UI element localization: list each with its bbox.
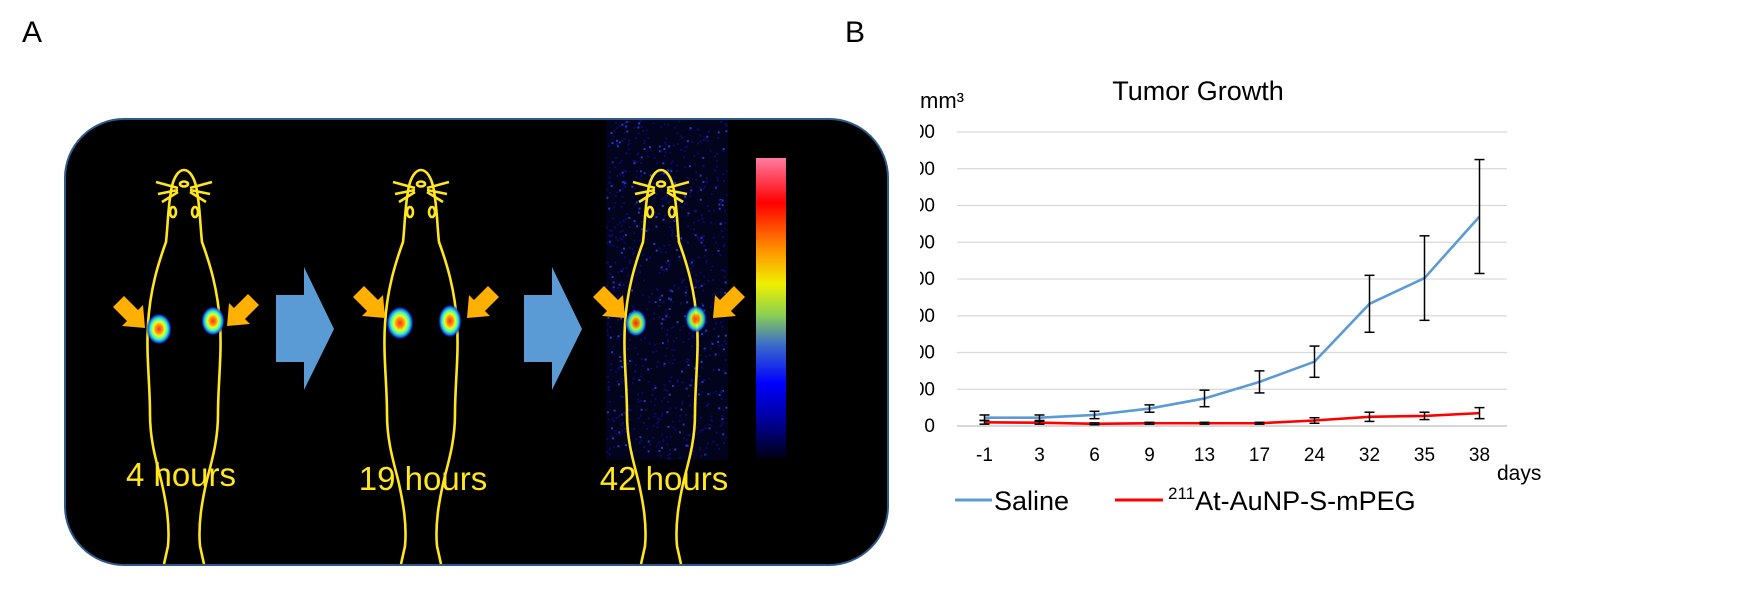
color-scale-bar [756,158,786,458]
tumor-signal-right-19h [438,304,462,338]
legend-label-at-aunp: 211At-AuNP-S-mPEG [1168,484,1416,516]
y-tick-label: 0 [924,416,935,437]
imaging-svg: 4 hours 19 hours 42 hours [113,120,786,564]
x-tick-label: 3 [1034,445,1045,466]
legend-superscript: 211 [1168,484,1195,503]
time-label-4h: 4 hours [126,456,236,493]
time-label-42h: 42 hours [600,460,728,497]
noise-pixels [606,120,728,460]
panel-b-letter: B [845,16,866,49]
y-tick-label: 8000 [920,269,935,290]
chart-title: Tumor Growth [1112,80,1284,106]
y-tick-label: 12000 [920,196,935,217]
transition-arrow-icon [524,267,582,390]
rat-outline-19h [383,168,459,564]
y-tick-labels: 0 2000 4000 6000 8000 10000 12000 14000 16000 [920,122,935,437]
pointer-arrow-icon [113,296,145,328]
pointer-arrow-icon [227,294,259,326]
tumor-signal-right-4h [201,306,225,336]
x-tick-label: 35 [1414,445,1435,466]
y-tick-label: 4000 [920,343,935,364]
legend-main-text: At-AuNP-S-mPEG [1195,486,1416,516]
x-tick-label: 38 [1469,445,1490,466]
series-line-0 [984,215,1481,420]
rat-outline-4h [146,168,222,564]
imaging-panel: 4 hours 19 hours 42 hours [64,118,889,566]
x-tick-label: 24 [1304,445,1326,466]
y-tick-label: 6000 [920,306,935,327]
transition-arrow-icon [276,267,334,390]
x-axis-label: days [1497,462,1541,485]
pointer-arrow-icon [467,286,499,318]
legend-label-saline: Saline [994,486,1069,516]
x-tick-label: 13 [1194,445,1215,466]
y-axis-unit: mm³ [920,88,964,113]
tumor-signal-left-19h [386,306,414,340]
panel-a-letter: A [22,16,43,49]
tumor-signal-left-4h [146,313,172,345]
pointer-arrow-icon [353,286,385,318]
series-lines [979,158,1485,426]
time-label-19h: 19 hours [359,460,487,497]
series-line-1 [984,411,1480,426]
x-tick-label: -1 [976,445,993,466]
y-tick-label: 2000 [920,379,935,400]
y-tick-label: 10000 [920,232,935,253]
tumor-signal-left-42h [625,309,647,337]
y-tick-label: 16000 [920,122,935,143]
x-tick-labels: -1 3 6 9 13 17 24 32 35 38 [976,445,1490,466]
x-tick-label: 32 [1359,445,1380,466]
x-tick-label: 9 [1144,445,1155,466]
x-tick-label: 17 [1249,445,1270,466]
x-tick-label: 6 [1089,445,1100,466]
y-tick-label: 14000 [920,159,935,180]
tumor-growth-chart: 0 2000 4000 6000 8000 10000 12000 14000 16000 -1… [920,80,1541,516]
legend: Saline 211At-AuNP-S-mPEG [955,484,1416,516]
tumor-signal-right-42h [685,305,707,333]
